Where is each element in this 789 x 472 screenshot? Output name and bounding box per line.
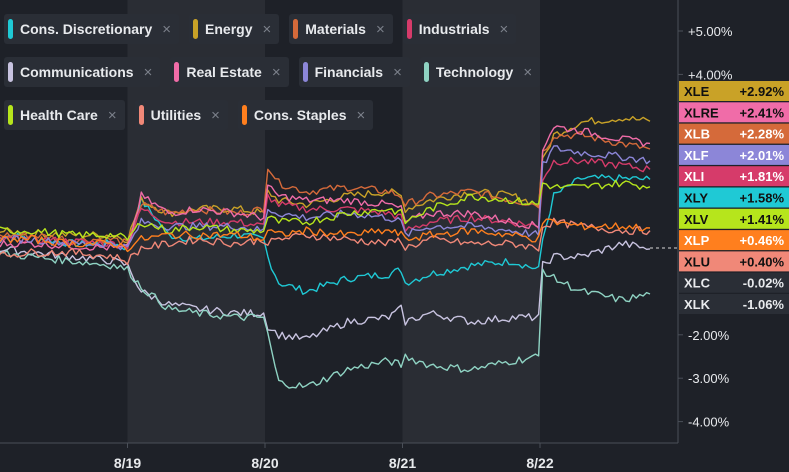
legend-chip-materials[interactable]: Materials × [289,14,393,44]
series-line-xlb [0,130,651,246]
end-label-value: +2.41% [740,105,785,120]
end-label-value: +2.01% [740,148,785,163]
end-label-xlre [679,102,789,123]
legend-chip-real-estate[interactable]: Real Estate × [170,57,289,87]
series-line-xlv [0,179,651,241]
legend-swatch [193,19,199,39]
legend-chip-energy[interactable]: Energy × [189,14,280,44]
end-label-value: +1.41% [740,212,785,227]
legend-swatch [8,19,13,39]
end-label-ticker: XLE [684,84,710,99]
legend-label: Health Care [20,107,98,123]
end-label-xlf [679,144,789,165]
end-label-value: +1.81% [740,169,785,184]
end-label-ticker: XLI [684,169,704,184]
close-icon[interactable]: × [499,20,509,38]
legend-swatch [302,62,308,82]
legend-swatch [138,105,144,125]
close-icon[interactable]: × [375,20,385,38]
close-icon[interactable]: × [143,63,153,81]
y-tick-label: +4.00% [688,67,733,82]
end-label-xlc [679,272,789,293]
y-tick-label: +5.00% [688,24,733,39]
end-label-ticker: XLV [684,212,709,227]
legend-chip-cons-discretionary[interactable]: Cons. Discretionary × [4,14,180,44]
end-label-value: -0.02% [743,276,785,291]
x-tick-label: 8/21 [389,455,416,471]
legend-chip-technology[interactable]: Technology × [419,57,541,87]
legend-label: Cons. Staples [253,107,347,123]
legend-chip-communications[interactable]: Communications × [4,57,161,87]
legend-label: Utilities [150,107,202,123]
legend-label: Energy [205,21,253,37]
series-line-xlc [0,240,651,341]
close-icon[interactable]: × [211,106,220,124]
end-label-xlk [679,294,789,314]
end-label-value: +1.58% [740,191,785,206]
legend-row: Health Care × Utilities × Cons. Staples × [4,100,564,130]
close-icon[interactable]: × [393,63,402,81]
legend-label: Industrials [418,21,490,37]
close-icon[interactable]: × [271,63,281,81]
legend-row: Cons. Discretionary × Energy × Materials × Ind… [4,14,564,44]
end-label-ticker: XLY [684,191,708,206]
legend-label: Financials [314,64,384,80]
series-line-xlk [0,250,651,389]
legend-chip-utilities[interactable]: Utilities × [134,100,228,130]
y-tick-label: -4.00% [688,415,730,430]
end-label-ticker: XLP [684,233,710,248]
end-label-xle [679,81,789,101]
legend-swatch [8,62,13,82]
legend-row: Communications × Real Estate × Financials × Te… [4,57,564,87]
end-label-ticker: XLRE [684,105,719,120]
end-label-xli [679,166,789,187]
end-label-ticker: XLK [684,297,711,312]
legend-label: Materials [305,21,366,37]
end-label-value: -1.06% [743,297,785,312]
legend-swatch [174,62,180,82]
legend-label: Technology [435,64,514,80]
end-label-xly [679,187,789,208]
close-icon[interactable]: × [162,20,172,38]
y-tick-label: -3.00% [688,371,730,386]
end-label-value: +0.46% [740,233,785,248]
legend-chip-cons-staples[interactable]: Cons. Staples × [237,100,374,130]
legend-chip-industrials[interactable]: Industrials × [402,14,517,44]
end-label-ticker: XLF [684,148,709,163]
end-label-ticker: XLC [684,276,711,291]
close-icon[interactable]: × [262,20,272,38]
close-icon[interactable]: × [107,106,117,124]
close-icon[interactable]: × [523,63,533,81]
legend: Cons. Discretionary × Energy × Materials × Ind… [4,14,564,143]
x-tick-label: 8/22 [526,455,553,471]
end-label-value: +2.28% [740,127,785,142]
end-label-xlv [679,208,789,229]
end-label-value: +2.92% [740,84,785,99]
series-line-xlu [0,217,651,266]
legend-label: Real Estate [186,64,262,80]
legend-swatch [8,105,13,125]
legend-chip-health-care[interactable]: Health Care × [4,100,125,130]
series-line-xlp [0,218,651,253]
x-tick-label: 8/20 [251,455,278,471]
end-label-value: +0.40% [740,254,785,269]
x-tick-label: 8/19 [114,455,141,471]
end-label-xlb [679,123,789,144]
end-label-xlp [679,230,789,251]
legend-swatch [293,19,299,39]
legend-swatch [423,62,429,82]
close-icon[interactable]: × [356,106,366,124]
legend-label: Cons. Discretionary [20,21,153,37]
end-label-ticker: XLU [684,254,710,269]
end-label-xlu [679,251,789,272]
legend-label: Communications [20,64,134,80]
legend-chip-financials[interactable]: Financials × [298,57,410,87]
legend-swatch [241,105,247,125]
end-label-ticker: XLB [684,127,710,142]
legend-swatch [406,19,412,39]
y-tick-label: -2.00% [688,328,730,343]
